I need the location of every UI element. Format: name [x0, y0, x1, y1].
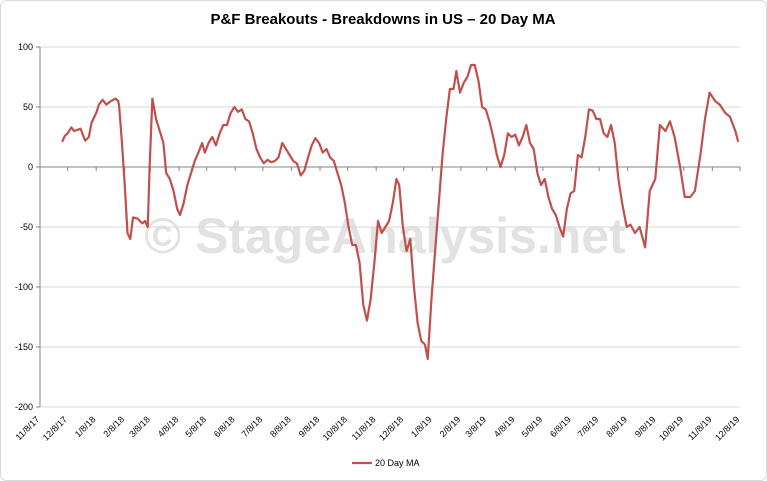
chart-title: P&F Breakouts - Breakdowns in US – 20 Da… — [210, 11, 555, 28]
legend-label: 20 Day MA — [375, 458, 420, 468]
y-tick-label: 50 — [23, 102, 33, 112]
y-tick-label: -200 — [15, 402, 33, 412]
watermark: © StageAnalysis.net — [144, 208, 626, 264]
y-tick-label: -50 — [20, 222, 33, 232]
y-tick-label: -150 — [15, 342, 33, 352]
data-line — [61, 63, 740, 361]
y-tick-label: 0 — [28, 162, 33, 172]
y-tick-label: -100 — [15, 282, 33, 292]
y-tick-label: 100 — [18, 42, 33, 52]
